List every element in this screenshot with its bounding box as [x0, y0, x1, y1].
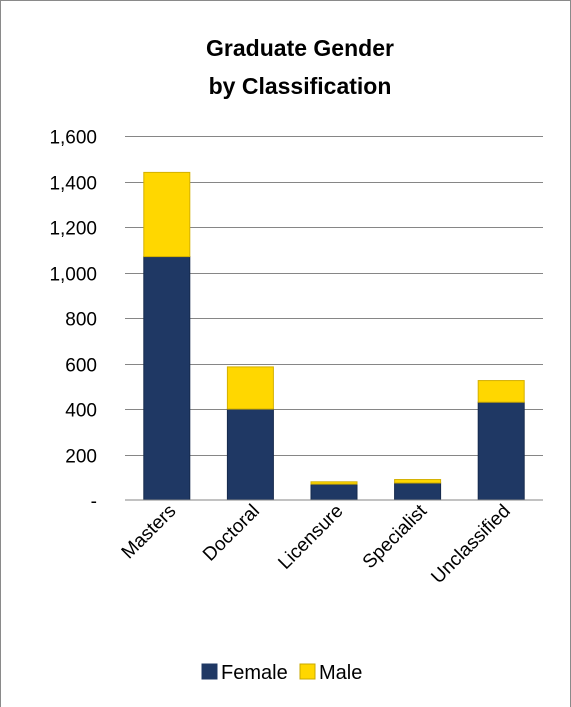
bar-female — [394, 482, 442, 501]
legend-swatch-female — [201, 663, 218, 680]
y-tick-label: 800 — [65, 310, 97, 331]
bar-male — [394, 479, 442, 484]
x-axis-tick-labels: Masters Doctoral Licensure SpecialistUnclas… — [118, 500, 515, 588]
bars — [143, 171, 525, 501]
y-tick-label: 1,200 — [49, 219, 97, 240]
chart-title-line-2: by Classification — [209, 73, 392, 99]
x-tick-label: Doctoral — [199, 501, 264, 566]
x-tick-label: Licensure — [274, 501, 347, 574]
bar-male — [143, 171, 191, 258]
bar-female — [143, 256, 191, 501]
y-axis-tick-labels: - 200 400 600 800 1,000 1,200 1,400 1,600 — [49, 128, 97, 513]
bar-male — [477, 380, 525, 403]
legend-label-female: Female — [221, 662, 288, 684]
y-tick-label: 1,400 — [49, 174, 97, 195]
bar-male — [226, 366, 274, 410]
bar-female — [310, 483, 358, 501]
bar-female — [226, 408, 274, 501]
y-tick-label: 200 — [65, 447, 97, 468]
y-tick-label: - — [91, 492, 97, 513]
y-tick-label: 400 — [65, 401, 97, 422]
x-tick-label: Unclassified — [427, 501, 514, 588]
legend: Female Male — [201, 662, 362, 684]
gridlines — [125, 136, 543, 456]
legend-swatch-male — [299, 663, 316, 680]
bar-male — [310, 481, 358, 485]
y-tick-label: 1,000 — [49, 265, 97, 286]
y-tick-label: 1,600 — [49, 128, 97, 149]
x-tick-label: Masters — [118, 501, 181, 564]
bar-female — [477, 401, 525, 501]
x-tick-label: Specialist — [359, 500, 432, 573]
chart-title-line-1: Graduate Gender — [206, 35, 394, 61]
y-tick-label: 600 — [65, 356, 97, 377]
legend-label-male: Male — [319, 662, 362, 684]
